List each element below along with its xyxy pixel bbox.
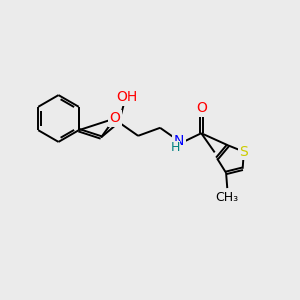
Text: O: O: [109, 112, 120, 125]
Text: CH₃: CH₃: [216, 191, 239, 204]
Text: H: H: [170, 141, 180, 154]
Text: O: O: [196, 101, 207, 115]
Text: OH: OH: [116, 90, 137, 104]
Text: N: N: [174, 134, 184, 148]
Text: S: S: [239, 145, 248, 159]
